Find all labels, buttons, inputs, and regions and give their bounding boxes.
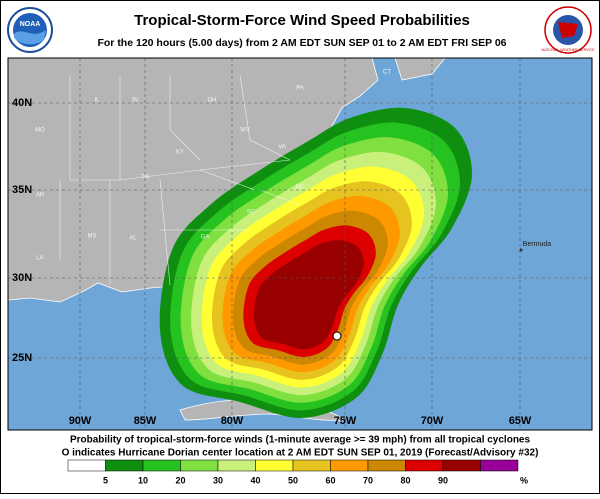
bermuda-island <box>519 248 523 252</box>
place-label: VA <box>278 145 286 151</box>
place-label: Bermuda <box>523 241 552 248</box>
place-label: NC <box>296 185 305 191</box>
nws-text: NATIONAL WEATHER SERVICE <box>542 48 596 52</box>
storm-center <box>332 331 342 341</box>
place-label: CT <box>383 70 391 76</box>
legend-swatch <box>255 459 294 472</box>
legend-swatch <box>292 459 331 472</box>
probability-area <box>253 240 364 350</box>
legend-swatch <box>217 459 256 472</box>
legend: 5 10 20 30 40 50 60 70 80 90% <box>67 459 528 485</box>
legend-label: 10 <box>138 475 148 485</box>
place-label: AR <box>36 193 45 199</box>
nws-mark <box>558 22 578 38</box>
title: Tropical-Storm-Force Wind Speed Probabil… <box>134 12 470 29</box>
border-lines <box>59 74 301 286</box>
noaa-wave <box>14 30 46 45</box>
longitude-label: 75W <box>334 415 357 427</box>
legend-swatch <box>405 459 444 472</box>
place-label: WV <box>240 128 250 134</box>
latitude-label: 40N <box>12 97 32 109</box>
latitude-label: 25N <box>12 352 32 364</box>
latitude-label: 35N <box>12 184 32 196</box>
longitude-label: 85W <box>134 415 157 427</box>
place-label: GA <box>201 235 210 241</box>
place-label: TN <box>141 175 149 181</box>
place-label: MO <box>35 128 45 134</box>
legend-label: 40 <box>250 475 260 485</box>
legend-label: 5 <box>103 475 108 485</box>
subtitle: For the 120 hours (5.00 days) from 2 AM … <box>97 37 506 49</box>
place-label: LA <box>36 256 43 262</box>
legend-swatch <box>142 459 181 472</box>
legend-label: 80 <box>400 475 410 485</box>
noaa-text: NOAA <box>20 21 41 28</box>
place-label: OH <box>208 98 217 104</box>
legend-swatch <box>67 459 106 472</box>
probability-contours <box>159 107 473 419</box>
place-label: KY <box>176 150 184 156</box>
legend-label: 90 <box>438 475 448 485</box>
legend-label: 60 <box>325 475 335 485</box>
place-label: MS <box>88 234 97 240</box>
legend-label: 20 <box>175 475 185 485</box>
footer-note: Probability of tropical-storm-force wind… <box>70 435 531 446</box>
longitude-label: 65W <box>509 415 532 427</box>
legend-label: 30 <box>213 475 223 485</box>
footer-note: O indicates Hurricane Dorian center loca… <box>62 448 539 459</box>
legend-swatch <box>180 459 219 472</box>
place-label: PA <box>296 86 304 92</box>
place-label: IL <box>94 98 100 104</box>
legend-swatch <box>330 459 369 472</box>
legend-unit: % <box>520 475 528 485</box>
place-label: IN <box>132 98 138 104</box>
longitude-label: 80W <box>221 415 244 427</box>
place-labels: IL IN OH PA MO KY WV VA TN NC AR MS AL GA SC LA CT Bermud… <box>35 70 551 262</box>
latitude-label: 30N <box>12 272 32 284</box>
legend-swatch <box>442 459 481 472</box>
legend-label: 70 <box>363 475 373 485</box>
map-frame <box>7 57 593 431</box>
nws-logo: NATIONAL WEATHER SERVICE <box>542 6 596 54</box>
legend-swatch <box>480 459 519 472</box>
longitude-label: 90W <box>69 415 92 427</box>
longitude-label: 70W <box>421 415 444 427</box>
place-label: AL <box>129 236 137 242</box>
legend-label: 50 <box>288 475 298 485</box>
place-label: SC <box>247 210 256 216</box>
graticule: 40N 35N 30N 25N 90W 85W 80W 75W 70W 65W <box>8 58 592 430</box>
legend-swatch <box>367 459 406 472</box>
noaa-logo: NOAA <box>7 7 53 53</box>
legend-swatch <box>105 459 144 472</box>
state-borders <box>59 74 301 286</box>
